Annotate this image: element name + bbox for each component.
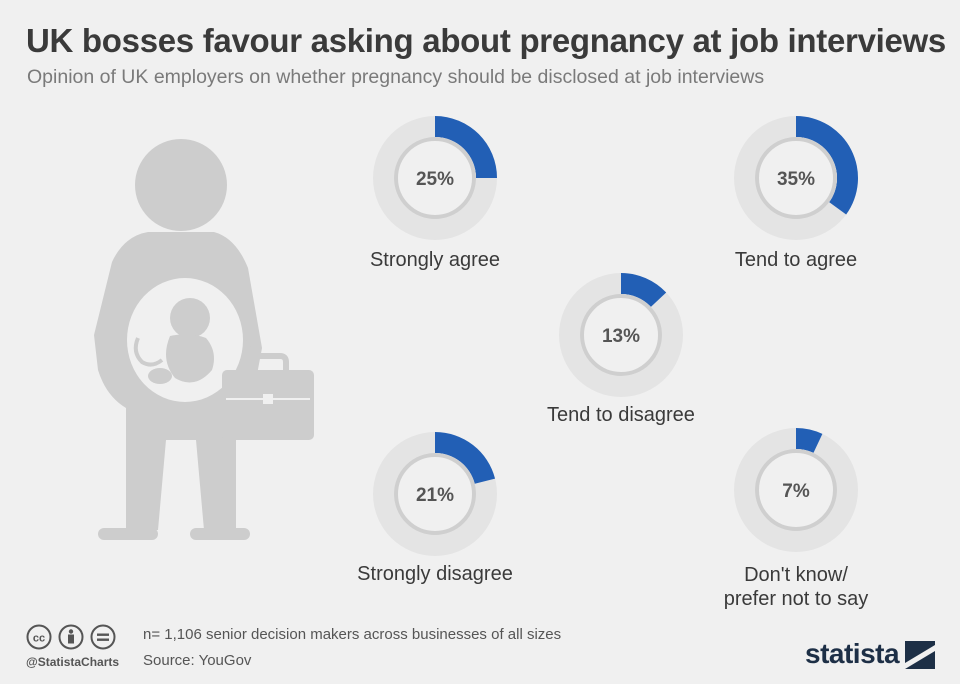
donut-hole: [394, 137, 476, 219]
chart-title: UK bosses favour asking about pregnancy …: [26, 22, 946, 59]
donut-value-label: 21%: [416, 485, 454, 506]
donut-value-label: 7%: [782, 481, 810, 502]
donut-segment: [435, 116, 497, 178]
womb-icon: [127, 278, 243, 402]
source-text: Source: YouGov: [143, 652, 252, 669]
donut-value-label: 25%: [416, 169, 454, 190]
chart-subtitle: Opinion of UK employers on whether pregn…: [27, 66, 765, 88]
donut-2: 35% Tend to agree: [734, 116, 858, 271]
donut-4: 21% Strongly disagree: [357, 432, 513, 585]
donut-inner-line: [394, 453, 476, 535]
donut-inner-line: [580, 294, 662, 376]
donut-category-label: Strongly disagree: [357, 563, 513, 585]
donut-hole: [755, 449, 837, 531]
donut-segment: [435, 432, 496, 484]
donut-hole: [394, 453, 476, 535]
license-icons: cc: [26, 624, 116, 650]
sample-note: n= 1,106 senior decision makers across b…: [143, 626, 562, 643]
donut-3: 13% Tend to disagree: [547, 273, 695, 426]
statista-logo-icon: [905, 641, 935, 669]
donut-value-label: 35%: [777, 169, 815, 190]
svg-text:cc: cc: [33, 633, 45, 645]
briefcase-icon: [222, 353, 314, 440]
donut-inner-line: [755, 137, 837, 219]
donut-segment: [796, 116, 858, 215]
donut-category-label: Tend to agree: [735, 249, 857, 271]
donut-hole: [755, 137, 837, 219]
donut-value-label: 13%: [602, 326, 640, 347]
donut-hole: [580, 294, 662, 376]
donut-segment: [621, 273, 667, 307]
donut-1: 25% Strongly agree: [370, 116, 500, 271]
donut-category-label: Strongly agree: [370, 249, 500, 271]
cc-icon: cc: [26, 624, 52, 650]
statista-handle: @StatistaCharts: [26, 655, 120, 669]
donut-segment: [796, 428, 823, 453]
donut-category-label: Tend to disagree: [547, 404, 695, 426]
no-derivatives-icon: [90, 624, 116, 650]
donut-category-label: Don't know/prefer not to say: [724, 564, 869, 610]
donut-inner-line: [394, 137, 476, 219]
donut-inner-line: [755, 449, 837, 531]
statista-logo-text: statista: [805, 638, 900, 669]
donut-5: 7% Don't know/prefer not to say: [724, 428, 869, 610]
attribution-icon: [58, 624, 84, 650]
